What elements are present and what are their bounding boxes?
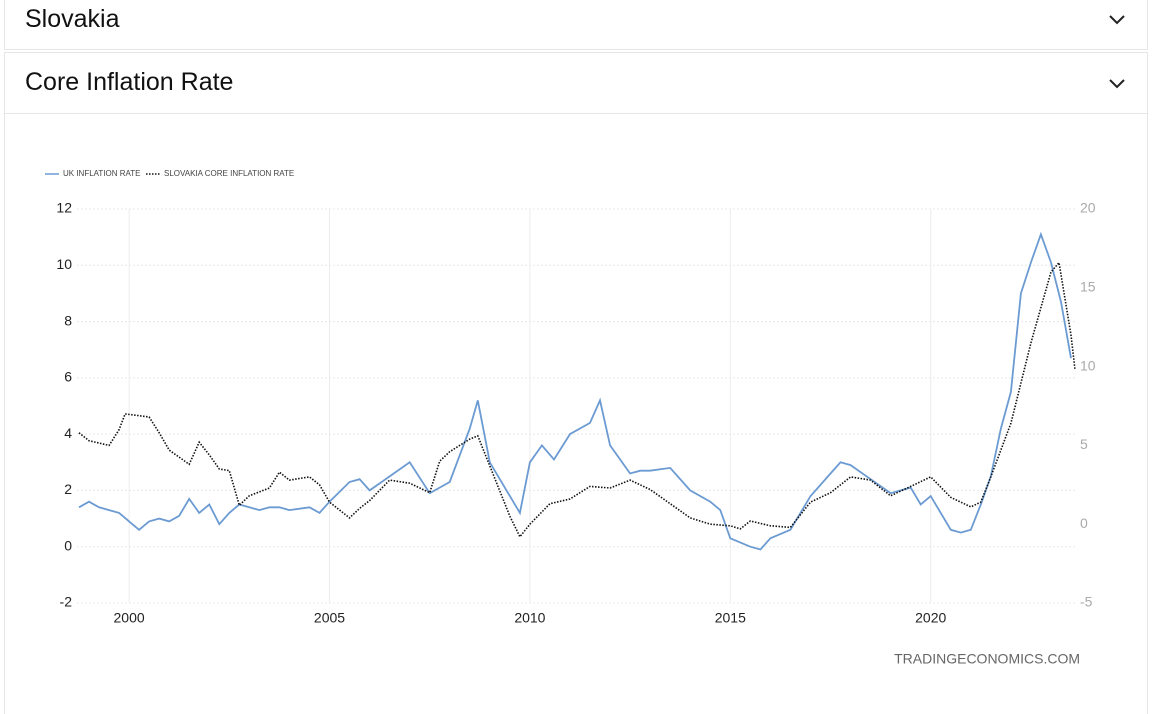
section-header[interactable]: Core Inflation Rate: [4, 52, 1148, 114]
y2-tick-label: 10: [1080, 357, 1096, 373]
y2-tick-label: 5: [1080, 436, 1088, 452]
x-tick-label: 2005: [314, 610, 345, 626]
x-tick-label: 2010: [514, 610, 545, 626]
chart-card: [4, 114, 1148, 714]
y-tick-label: 8: [64, 312, 72, 328]
section-title: Core Inflation Rate: [25, 68, 234, 96]
chevron-icon: [1109, 15, 1125, 25]
legend-label: SLOVAKIA CORE INFLATION RATE: [164, 169, 294, 178]
y-tick-label: 2: [64, 481, 72, 497]
legend-label: UK INFLATION RATE: [63, 169, 141, 178]
line-series: [78, 231, 1072, 551]
y-tick-label: 0: [64, 537, 72, 553]
y2-tick-label: 15: [1080, 279, 1096, 295]
y2-tick-label: 20: [1080, 200, 1096, 216]
y-tick-label: -2: [60, 594, 73, 610]
y-tick-label: 12: [56, 200, 72, 216]
y2-tick-label: 0: [1080, 515, 1088, 531]
y-tick-label: 4: [64, 425, 72, 441]
x-tick-label: 2020: [915, 610, 946, 626]
watermark: TRADINGECONOMICS.COM: [894, 651, 1080, 667]
y2-tick-label: -5: [1080, 594, 1093, 610]
y-tick-label: 6: [64, 369, 72, 385]
y-tick-label: 10: [56, 256, 72, 272]
line-series: [78, 260, 1076, 539]
section-title: Slovakia: [25, 5, 120, 33]
chevron-icon: [1109, 79, 1125, 89]
x-tick-label: 2015: [715, 610, 746, 626]
x-tick-label: 2000: [114, 610, 145, 626]
section-header[interactable]: Slovakia: [4, 0, 1148, 50]
